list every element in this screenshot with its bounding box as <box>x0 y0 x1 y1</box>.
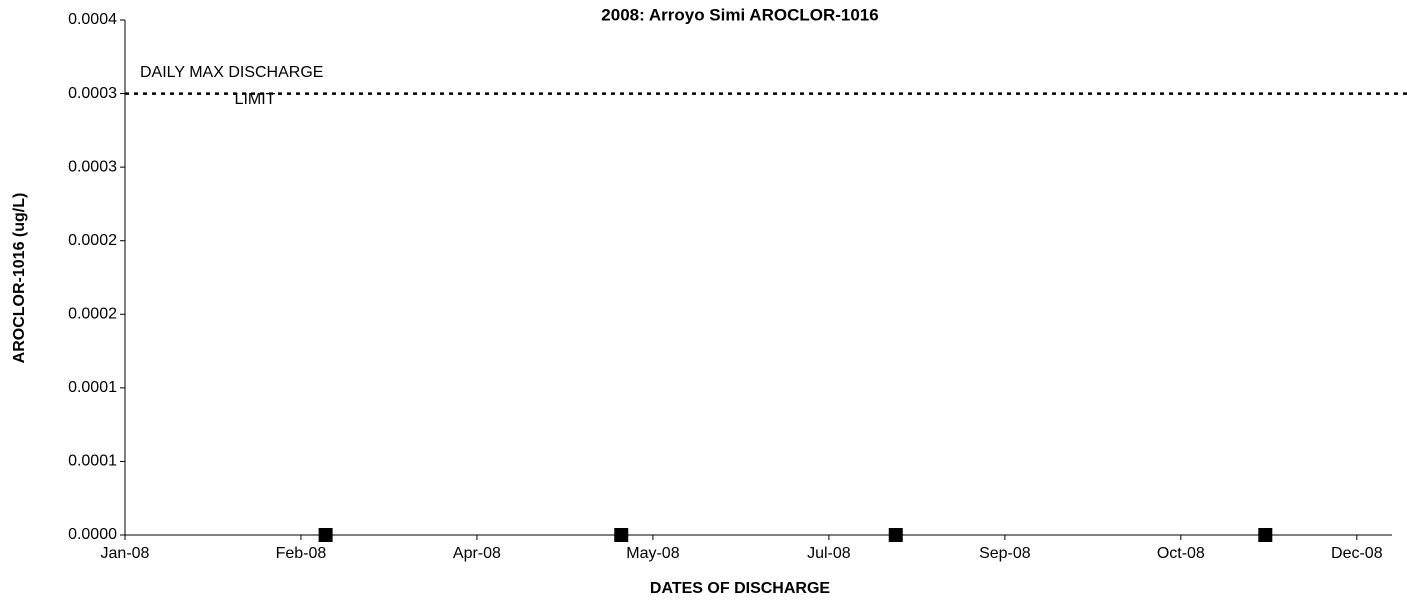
x-tick-label: Jul-08 <box>807 545 851 562</box>
data-point <box>614 528 629 542</box>
y-tick-label: 0.0001 <box>68 453 117 470</box>
x-tick-label: Dec-08 <box>1331 545 1383 562</box>
y-tick-label: 0.0004 <box>68 11 117 28</box>
x-axis-label: DATES OF DISCHARGE <box>650 580 830 597</box>
x-tick-label: Apr-08 <box>453 545 501 562</box>
data-point <box>888 528 903 542</box>
limit-label: LIMIT <box>235 91 276 108</box>
chart-title: 2008: Arroyo Simi AROCLOR-1016 <box>601 5 878 24</box>
y-tick-label: 0.0003 <box>68 85 117 102</box>
data-point <box>1258 528 1273 542</box>
x-tick-label: Sep-08 <box>979 545 1031 562</box>
y-tick-label: 0.0003 <box>68 158 117 175</box>
y-tick-label: 0.0000 <box>68 526 117 543</box>
y-tick-label: 0.0001 <box>68 379 117 396</box>
y-tick-label: 0.0002 <box>68 306 117 323</box>
x-tick-label: Jan-08 <box>101 545 150 562</box>
limit-label: DAILY MAX DISCHARGE <box>140 64 323 81</box>
x-tick-label: Feb-08 <box>276 545 327 562</box>
x-tick-label: Oct-08 <box>1157 545 1205 562</box>
x-tick-label: May-08 <box>626 545 679 562</box>
y-axis-label: AROCLOR-1016 (ug/L) <box>11 193 28 364</box>
y-tick-label: 0.0002 <box>68 232 117 249</box>
data-point <box>318 528 333 542</box>
